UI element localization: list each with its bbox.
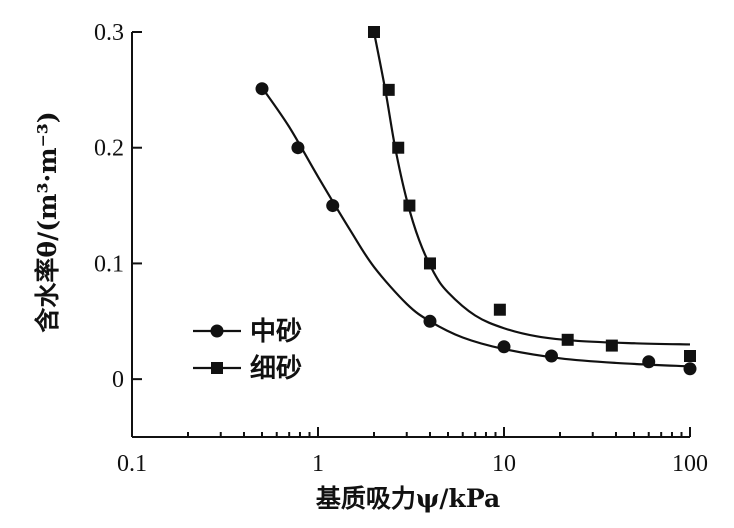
y-tick-label: 0 <box>112 367 124 393</box>
data-point-square <box>684 350 696 362</box>
data-point-circle <box>497 340 511 354</box>
data-point-circle <box>683 362 697 376</box>
y-tick-label: 0.2 <box>94 136 124 162</box>
data-point-square <box>561 333 574 346</box>
legend: 中砂 细砂 <box>193 317 302 384</box>
legend-label-medium-sand: 中砂 <box>250 317 302 347</box>
fit-curve-series-1 <box>372 31 691 346</box>
x-tick-label: 1 <box>312 451 324 477</box>
legend-marker-circle <box>210 324 224 338</box>
x-ticks: 0.1 1 10 100 <box>117 427 708 477</box>
x-tick-label: 10 <box>492 451 516 477</box>
data-point-circle <box>291 141 305 155</box>
data-point-square <box>382 83 395 96</box>
data-point-circle <box>642 355 656 369</box>
x-tick-label: 0.1 <box>117 451 147 477</box>
data-point-square <box>367 26 380 38</box>
legend-item-medium-sand: 中砂 <box>193 317 302 347</box>
data-point-circle <box>423 314 437 328</box>
data-point-circle <box>255 82 269 96</box>
data-markers <box>255 26 697 376</box>
y-ticks: 0 0.1 0.2 0.3 <box>94 20 142 393</box>
legend-marker-square <box>211 362 223 374</box>
fit-curve-series-0 <box>261 86 691 368</box>
axes <box>131 32 690 438</box>
x-axis-label: 基质吸力ψ/kPa <box>316 484 500 513</box>
data-point-square <box>493 303 506 316</box>
x-tick-label: 100 <box>672 451 708 477</box>
data-point-circle <box>326 199 340 213</box>
fit-curves <box>261 31 691 368</box>
data-point-square <box>423 257 436 270</box>
y-tick-label: 0.3 <box>94 20 124 46</box>
data-point-circle <box>544 349 558 363</box>
legend-label-fine-sand: 细砂 <box>250 353 302 384</box>
data-point-square <box>605 339 618 352</box>
data-point-square <box>392 141 405 154</box>
y-tick-label: 0.1 <box>94 251 124 277</box>
legend-item-fine-sand: 细砂 <box>193 353 302 384</box>
data-point-square <box>403 199 416 212</box>
y-axis-label: 含水率θ/(m³·m⁻³) <box>33 111 62 332</box>
